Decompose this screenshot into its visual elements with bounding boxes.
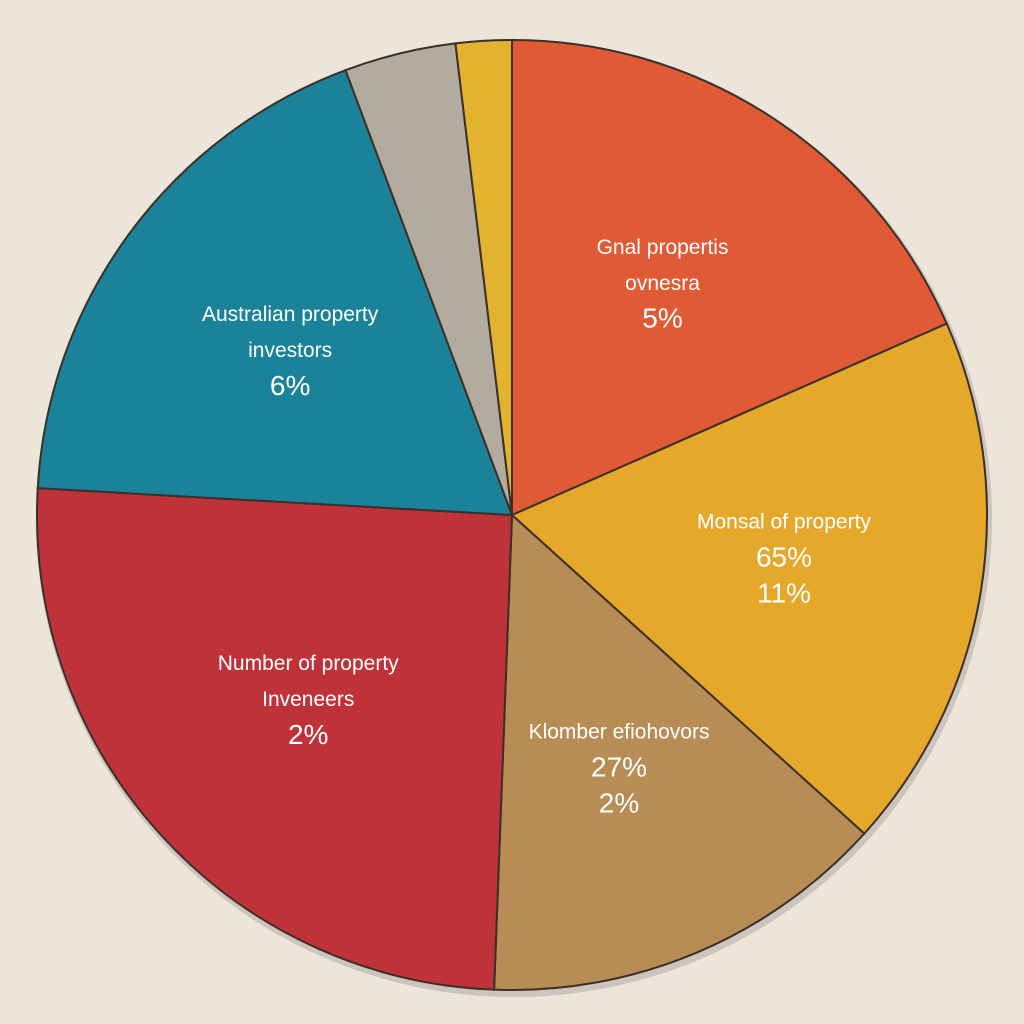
percent-label: 2% xyxy=(288,719,328,750)
percent-label: 27% xyxy=(591,751,647,782)
pie-slice xyxy=(511,38,949,517)
pie-slice xyxy=(510,322,988,835)
pie-slice xyxy=(36,487,514,991)
percent-label: 65% xyxy=(756,541,812,572)
slice-label: Australian property xyxy=(202,303,379,326)
slice-label: Number of property xyxy=(218,652,399,675)
slice-label: investors xyxy=(248,339,332,362)
pie-slice xyxy=(493,512,866,991)
slice-label: Monsal of property xyxy=(697,510,871,533)
percent-label: 11% xyxy=(757,577,811,608)
percent-label: 6% xyxy=(270,370,310,401)
percent-label: 2% xyxy=(599,787,639,818)
percent-label: 5% xyxy=(642,303,682,334)
pie-slice xyxy=(454,38,513,516)
slice-label: Gnal propertis xyxy=(597,236,729,259)
slice-label: Klomber efiohovors xyxy=(529,720,710,743)
slice-label: Inveneers xyxy=(262,688,354,711)
slice-label: ovnesra xyxy=(625,272,700,295)
pie-slice xyxy=(36,68,514,517)
